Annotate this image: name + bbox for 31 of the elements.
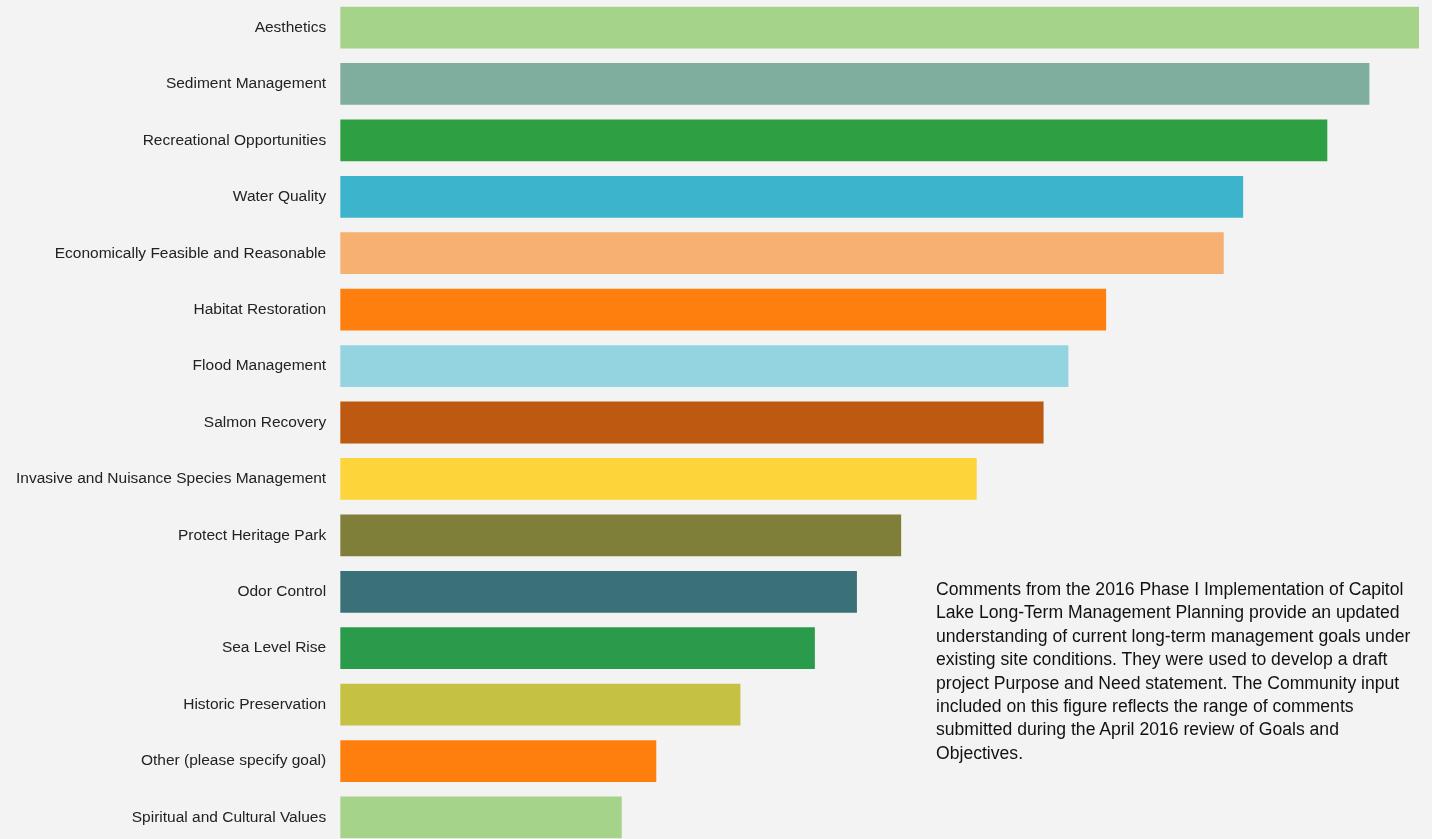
bar xyxy=(340,796,622,839)
bar xyxy=(340,119,1328,162)
bar xyxy=(340,683,741,726)
y-tick-label: Sea Level Rise xyxy=(221,638,327,656)
bar xyxy=(340,232,1224,275)
y-tick-label: Aesthetics xyxy=(254,17,327,35)
y-tick-label: Flood Management xyxy=(192,356,327,374)
bar xyxy=(340,740,657,782)
y-tick-label: Other (please specify goal) xyxy=(140,751,327,769)
y-tick-label: Salmon Recovery xyxy=(203,412,327,430)
y-tick-label: Protect Heritage Park xyxy=(177,525,327,543)
bar xyxy=(340,627,815,670)
y-tick-label: Habitat Restoration xyxy=(193,299,327,317)
y-tick-label: Recreational Opportunities xyxy=(142,130,327,148)
bar xyxy=(340,514,902,557)
bar xyxy=(340,175,1244,218)
y-tick-label: Historic Preservation xyxy=(183,694,327,712)
bar xyxy=(340,345,1069,387)
y-tick-label: Spiritual and Cultural Values xyxy=(131,807,327,825)
y-tick-label: Odor Control xyxy=(237,582,327,600)
bar xyxy=(340,6,1419,49)
y-tick-label: Economically Feasible and Reasonable xyxy=(54,243,327,261)
annotation: Comments from the 2016 Phase I Implementation of Capitol Lake Long-Term Management Planning provide an updated understanding of current long-term management goals under existing site conditions. They were used to develop a draft project Purpose and Need statement. The Community input included on this figure reflects the range of comments submitted during the April 2016 review of Goals and Objectives. xyxy=(936,578,1412,765)
bar xyxy=(340,458,977,500)
bar xyxy=(340,288,1107,331)
bar xyxy=(340,401,1044,444)
y-tick-label: Sediment Management xyxy=(165,74,327,92)
bar xyxy=(340,63,1370,105)
y-tick-label: Water Quality xyxy=(232,187,327,205)
bar xyxy=(340,570,857,613)
y-tick-label: Invasive and Nuisance Species Management xyxy=(15,469,327,487)
